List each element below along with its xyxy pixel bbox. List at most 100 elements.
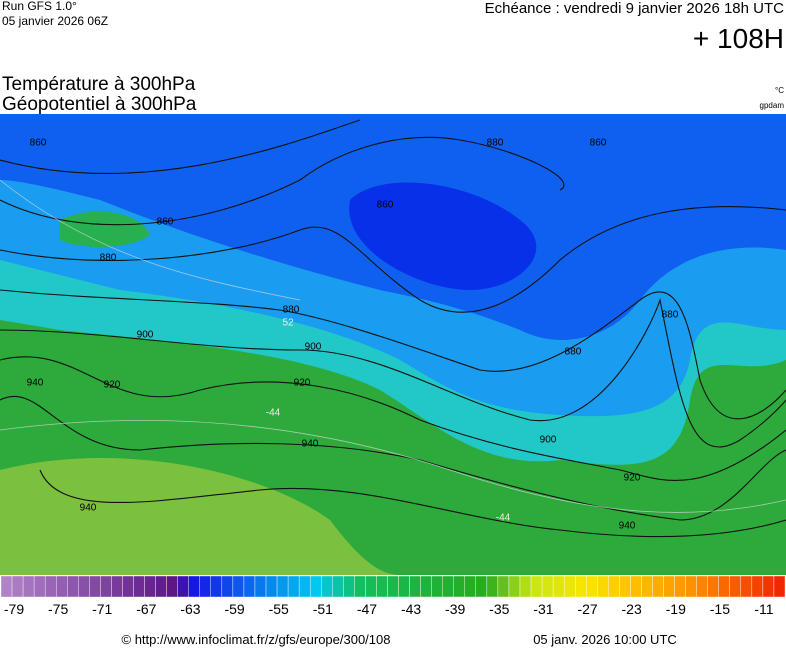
scale-label: -75 bbox=[48, 601, 68, 617]
scale-swatch bbox=[707, 575, 719, 598]
scale-label: -55 bbox=[269, 601, 289, 617]
scale-swatch bbox=[232, 575, 245, 598]
scale-swatch bbox=[67, 575, 79, 598]
scale-swatch bbox=[453, 575, 465, 598]
scale-swatch bbox=[762, 575, 775, 598]
color-scale: -79 -75 -71 -67 -63 -59 -55 -51 -47 -43 -39 -35 -31 -… bbox=[0, 575, 786, 617]
scale-label: -27 bbox=[577, 601, 597, 617]
scale-swatch bbox=[541, 575, 554, 598]
scale-swatch bbox=[652, 575, 664, 598]
scale-swatch bbox=[409, 575, 421, 598]
scale-swatch bbox=[773, 575, 786, 598]
scale-swatch bbox=[78, 575, 90, 598]
scale-label: -35 bbox=[489, 601, 509, 617]
contour-label: -44 bbox=[496, 513, 511, 524]
contour-label: 880 bbox=[662, 310, 679, 321]
contour-label: 920 bbox=[294, 378, 311, 389]
scale-swatch bbox=[486, 575, 499, 598]
scale-swatch bbox=[376, 575, 388, 598]
map: 860 860 880 880 860 860 880 900 920 940 940 940 920 9… bbox=[0, 114, 786, 575]
lead-time: + 108H bbox=[693, 23, 784, 54]
scale-swatch bbox=[641, 575, 653, 598]
scale-swatch bbox=[155, 575, 167, 598]
scale-swatch bbox=[508, 575, 521, 598]
title-temperature: Température à 300hPa bbox=[2, 74, 196, 95]
footer-source: © http://www.infoclimat.fr/z/gfs/europe/… bbox=[122, 632, 391, 647]
scale-swatch bbox=[365, 575, 377, 598]
scale-label: -19 bbox=[666, 601, 686, 617]
contour-label: 920 bbox=[104, 380, 121, 391]
scale-swatch bbox=[243, 575, 256, 598]
scale-swatch bbox=[442, 575, 454, 598]
scale-swatch bbox=[729, 575, 742, 598]
contour-label: 860 bbox=[377, 200, 394, 211]
valid-time: Echéance : vendredi 9 janvier 2026 18h U… bbox=[485, 0, 785, 17]
scale-swatch bbox=[276, 575, 289, 598]
scale-swatch bbox=[210, 575, 223, 598]
scale-swatch bbox=[530, 575, 543, 598]
run-date: 05 janvier 2026 06Z bbox=[2, 14, 108, 28]
scale-swatch bbox=[33, 575, 46, 598]
scale-swatch bbox=[751, 575, 764, 598]
scale-label: -47 bbox=[357, 601, 377, 617]
scale-swatch bbox=[431, 575, 443, 598]
scale-swatch bbox=[221, 575, 234, 598]
scale-swatch bbox=[298, 575, 311, 598]
scale-swatch bbox=[177, 575, 189, 598]
contour-label: -44 bbox=[266, 408, 281, 419]
scale-swatch bbox=[44, 575, 57, 598]
scale-swatch bbox=[663, 575, 675, 598]
scale-label: -43 bbox=[401, 601, 421, 617]
scale-swatch bbox=[718, 575, 730, 598]
scale-swatch bbox=[89, 575, 101, 598]
contour-label: 900 bbox=[137, 330, 154, 341]
contour-label: 880 bbox=[283, 305, 300, 316]
scale-swatch bbox=[619, 575, 631, 598]
footer-issued: 05 janv. 2026 10:00 UTC bbox=[533, 632, 677, 647]
scale-label: -63 bbox=[180, 601, 200, 617]
scale-label: -31 bbox=[533, 601, 553, 617]
scale-swatch bbox=[199, 575, 212, 598]
scale-swatch bbox=[552, 575, 565, 598]
scale-swatch bbox=[265, 575, 278, 598]
scale-swatch bbox=[563, 575, 576, 598]
scale-swatch bbox=[630, 575, 642, 598]
contour-label: 900 bbox=[305, 342, 322, 353]
scale-swatch bbox=[597, 575, 609, 598]
scale-swatch bbox=[188, 575, 200, 598]
unit-geopotential: gpdam bbox=[760, 101, 785, 110]
scale-label: -11 bbox=[754, 601, 773, 617]
scale-swatch bbox=[332, 575, 344, 598]
scale-swatch bbox=[387, 575, 399, 598]
scale-label: -71 bbox=[92, 601, 112, 617]
contour-label: 940 bbox=[27, 378, 44, 389]
scale-label: -51 bbox=[313, 601, 333, 617]
scale-swatch bbox=[354, 575, 366, 598]
contour-label: 52 bbox=[282, 318, 294, 329]
scale-swatch bbox=[287, 575, 300, 598]
scale-label: -79 bbox=[4, 601, 24, 617]
scale-swatch bbox=[254, 575, 267, 598]
scale-label: -39 bbox=[445, 601, 465, 617]
contour-label: 880 bbox=[565, 347, 582, 358]
contour-label: 940 bbox=[619, 521, 636, 532]
scale-swatch bbox=[475, 575, 488, 598]
run-label: Run GFS 1.0° bbox=[2, 0, 77, 13]
contour-label: 940 bbox=[80, 503, 97, 514]
scale-swatch bbox=[519, 575, 532, 598]
scale-swatch bbox=[740, 575, 753, 598]
scale-swatch bbox=[586, 575, 598, 598]
contour-label: 920 bbox=[624, 473, 641, 484]
scale-swatch bbox=[122, 575, 134, 598]
scale-label: -23 bbox=[622, 601, 642, 617]
scale-swatch bbox=[0, 575, 13, 598]
scale-swatch bbox=[685, 575, 697, 598]
scale-swatch bbox=[100, 575, 112, 598]
contour-label: 860 bbox=[30, 138, 47, 149]
scale-swatch bbox=[464, 575, 477, 598]
scale-swatch bbox=[56, 575, 68, 598]
scale-swatch bbox=[309, 575, 322, 598]
scale-swatch bbox=[398, 575, 410, 598]
scale-label: -67 bbox=[136, 601, 156, 617]
scale-swatch bbox=[144, 575, 156, 598]
